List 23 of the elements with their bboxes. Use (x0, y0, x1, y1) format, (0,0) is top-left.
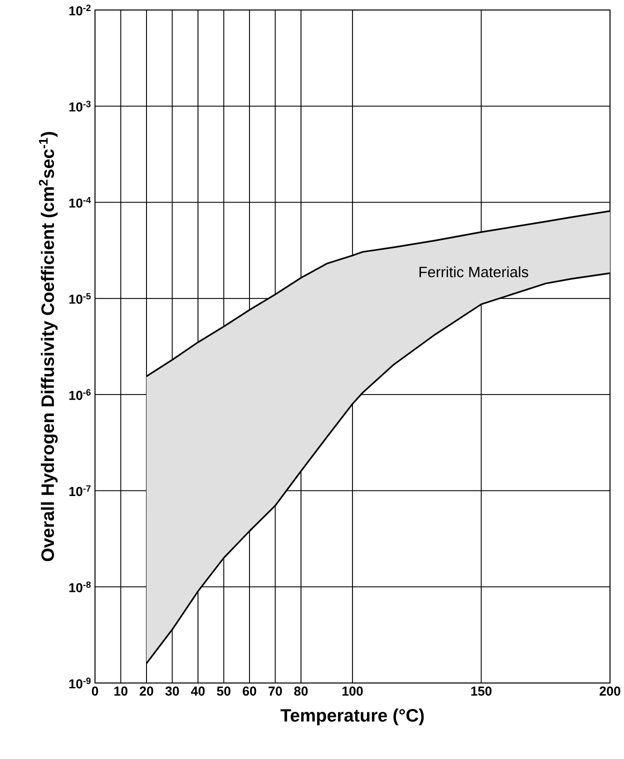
annotation: Ferritic Materials (419, 266, 528, 278)
x-tick-label: 100 (342, 686, 363, 696)
x-tick-label: 0 (92, 686, 98, 696)
y-axis-title: Overall Hydrogen Diffusivity Coefficient (cm$^{2}$sec$^{-1}$) (38, 132, 58, 562)
y-tick-label: 10$^{-5}$ (69, 293, 91, 304)
x-tick-label: 10 (114, 686, 128, 696)
x-tick-label: 20 (140, 686, 154, 696)
x-tick-label: 30 (165, 686, 179, 696)
y-tick-label: 10$^{-4}$ (69, 196, 91, 208)
x-tick-label: 80 (294, 686, 308, 696)
y-tick-label: 10$^{-3}$ (69, 100, 91, 112)
y-tick-label: 10$^{-6}$ (69, 389, 91, 400)
y-tick-label: 10$^{-7}$ (69, 485, 91, 496)
y-tick-label: 10$^{-8}$ (69, 581, 91, 592)
x-tick-label: 150 (471, 686, 492, 696)
x-tick-label: 70 (268, 686, 282, 696)
x-tick-label: 40 (190, 686, 205, 696)
y-tick-label: 10$^{-9}$ (69, 678, 91, 688)
x-tick-label: 200 (600, 686, 620, 696)
x-axis-title: Temperature (°C) (280, 708, 424, 726)
x-tick-label: 60 (242, 686, 256, 696)
y-tick-label: 10$^{-2}$ (69, 4, 91, 16)
x-tick-label: 50 (216, 686, 230, 696)
